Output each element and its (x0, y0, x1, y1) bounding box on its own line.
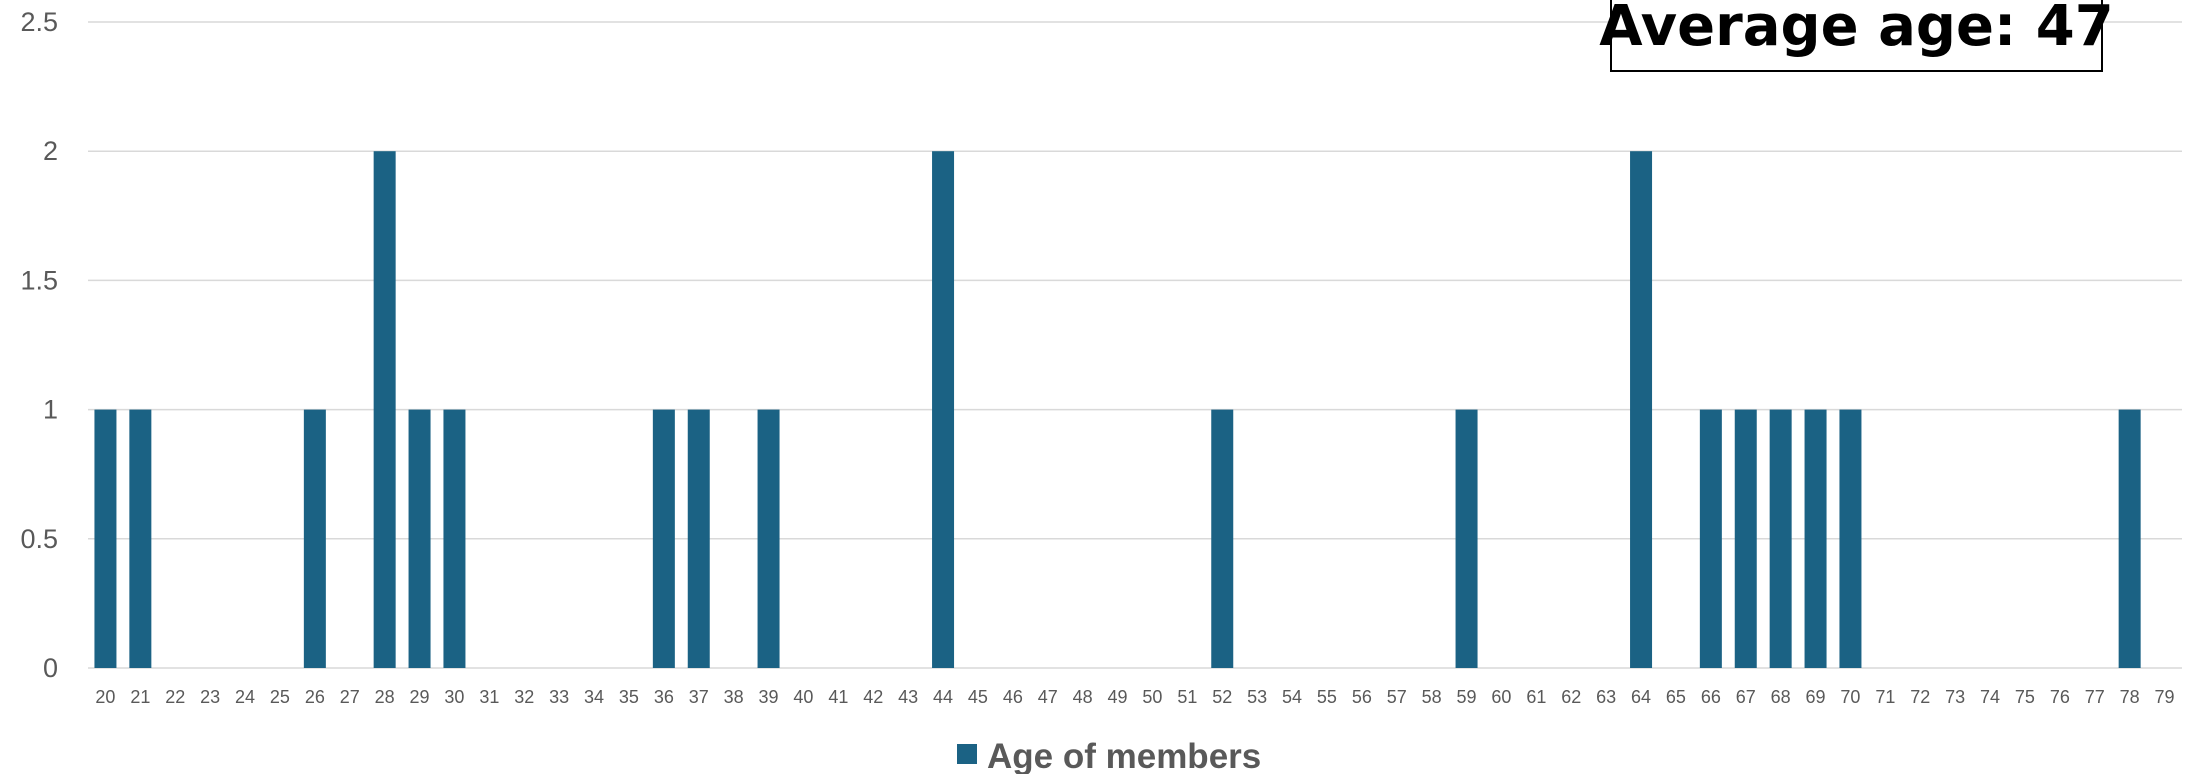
bar-age-66 (1699, 409, 1722, 668)
bar-age-36 (652, 409, 675, 668)
x-tick-label: 37 (689, 687, 709, 707)
x-tick-label: 41 (828, 687, 848, 707)
x-tick-label: 66 (1701, 687, 1721, 707)
x-tick-label: 30 (444, 687, 464, 707)
x-tick-label: 46 (1003, 687, 1023, 707)
y-axis-ticks: 0 0.5 1 1.5 2 2.5 (20, 7, 58, 683)
y-tick-label: 2 (43, 136, 58, 166)
y-tick-label: 1 (43, 395, 58, 425)
x-tick-label: 27 (340, 687, 360, 707)
x-tick-label: 26 (305, 687, 325, 707)
x-tick-label: 58 (1422, 687, 1442, 707)
x-tick-label: 44 (933, 687, 953, 707)
x-tick-label: 77 (2085, 687, 2105, 707)
x-tick-label: 70 (1840, 687, 1860, 707)
x-tick-label: 52 (1212, 687, 1232, 707)
bar-age-64 (1630, 151, 1653, 668)
bar-age-59 (1455, 409, 1478, 668)
x-tick-label: 78 (2120, 687, 2140, 707)
x-tick-label: 51 (1177, 687, 1197, 707)
x-tick-label: 32 (514, 687, 534, 707)
x-tick-label: 38 (724, 687, 744, 707)
bar-age-39 (757, 409, 780, 668)
legend: Age of members (957, 737, 1261, 774)
x-tick-label: 49 (1108, 687, 1128, 707)
x-tick-label: 21 (130, 687, 150, 707)
bar-age-26 (303, 409, 326, 668)
x-tick-label: 71 (1875, 687, 1895, 707)
bar-age-29 (408, 409, 431, 668)
x-tick-label: 23 (200, 687, 220, 707)
x-tick-label: 28 (375, 687, 395, 707)
x-tick-label: 62 (1561, 687, 1581, 707)
y-tick-label: 2.5 (20, 7, 58, 37)
x-tick-label: 36 (654, 687, 674, 707)
gridlines (88, 21, 2182, 669)
x-tick-label: 69 (1806, 687, 1826, 707)
bar-age-68 (1769, 409, 1792, 668)
x-tick-label: 35 (619, 687, 639, 707)
bar-age-28 (373, 151, 396, 668)
x-tick-label: 64 (1631, 687, 1651, 707)
x-tick-label: 48 (1073, 687, 1093, 707)
bar-age-69 (1804, 409, 1827, 668)
x-tick-label: 59 (1457, 687, 1477, 707)
x-tick-label: 74 (1980, 687, 2000, 707)
x-tick-label: 53 (1247, 687, 1267, 707)
x-tick-label: 33 (549, 687, 569, 707)
x-tick-label: 65 (1666, 687, 1686, 707)
bar-age-30 (443, 409, 466, 668)
y-tick-label: 0 (43, 653, 58, 683)
x-tick-label: 76 (2050, 687, 2070, 707)
x-tick-label: 54 (1282, 687, 1302, 707)
x-tick-label: 39 (759, 687, 779, 707)
bars (94, 151, 2141, 668)
x-tick-label: 73 (1945, 687, 1965, 707)
x-tick-label: 42 (863, 687, 883, 707)
x-tick-label: 40 (793, 687, 813, 707)
x-tick-label: 75 (2015, 687, 2035, 707)
bar-age-70 (1839, 409, 1862, 668)
bar-age-37 (687, 409, 710, 668)
x-tick-label: 79 (2155, 687, 2175, 707)
x-tick-label: 50 (1142, 687, 1162, 707)
y-tick-label: 1.5 (20, 265, 58, 295)
x-tick-label: 31 (479, 687, 499, 707)
legend-swatch (957, 744, 977, 764)
x-tick-label: 55 (1317, 687, 1337, 707)
x-tick-label: 43 (898, 687, 918, 707)
bar-age-52 (1211, 409, 1234, 668)
x-tick-label: 56 (1352, 687, 1372, 707)
x-tick-label: 72 (1910, 687, 1930, 707)
x-tick-label: 68 (1771, 687, 1791, 707)
x-tick-label: 60 (1491, 687, 1511, 707)
y-tick-label: 0.5 (20, 524, 58, 554)
x-tick-label: 61 (1526, 687, 1546, 707)
x-axis-ticks: 20 21 22 23 24 25 26 27 28 29 30 31 32 33 34 35 36 37 38 39… (95, 687, 2174, 707)
x-tick-label: 24 (235, 687, 255, 707)
x-tick-label: 29 (410, 687, 430, 707)
x-tick-label: 57 (1387, 687, 1407, 707)
x-tick-label: 47 (1038, 687, 1058, 707)
x-tick-label: 67 (1736, 687, 1756, 707)
bar-age-21 (129, 409, 152, 668)
legend-label: Age of members (987, 737, 1261, 774)
x-tick-label: 34 (584, 687, 604, 707)
bar-age-44 (932, 151, 955, 668)
x-tick-label: 20 (95, 687, 115, 707)
x-tick-label: 25 (270, 687, 290, 707)
bar-age-78 (2118, 409, 2141, 668)
x-tick-label: 22 (165, 687, 185, 707)
bar-age-20 (94, 409, 117, 668)
bar-age-67 (1734, 409, 1757, 668)
average-age-annotation: Average age: 47 (1599, 0, 2114, 72)
x-tick-label: 63 (1596, 687, 1616, 707)
x-tick-label: 45 (968, 687, 988, 707)
